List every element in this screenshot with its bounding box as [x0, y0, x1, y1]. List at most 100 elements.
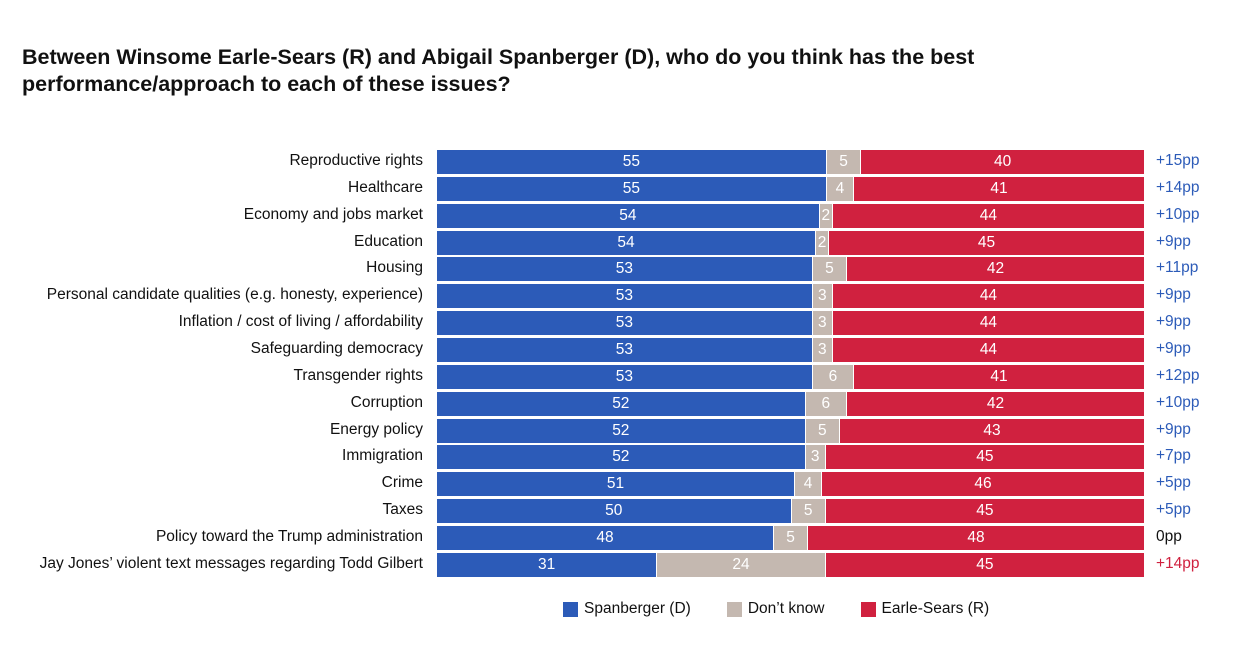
difference-label: +5pp	[1156, 474, 1191, 492]
bar-segment-earle-sears: 48	[808, 525, 1144, 550]
legend-item-dont-know: Don’t know	[726, 600, 825, 618]
chart-row: Reproductive rights 55 5 40 +15pp	[0, 150, 1260, 174]
legend-label: Spanberger (D)	[584, 600, 691, 617]
bar-segment-earle-sears: 43	[839, 418, 1144, 443]
bar-segment-dont-know: 6	[804, 391, 848, 416]
bar-segment-earle-sears: 44	[832, 284, 1144, 309]
stacked-bar: 31 24 45	[437, 552, 1144, 577]
stacked-bar: 53 6 41	[437, 364, 1144, 389]
legend-label: Don’t know	[747, 600, 825, 617]
difference-label: +11pp	[1156, 259, 1199, 277]
bar-segment-dont-know: 3	[811, 337, 833, 362]
difference-label: +9pp	[1156, 286, 1191, 304]
legend-swatch	[726, 601, 742, 617]
category-label: Housing	[366, 259, 423, 277]
bar-segment-dont-know: 3	[811, 284, 833, 309]
bar-segment-spanberger: 53	[437, 337, 812, 362]
category-label: Energy policy	[329, 420, 423, 438]
bar-segment-earle-sears: 41	[854, 176, 1144, 201]
legend: Spanberger (D) Don’t know Earle-Sears (R…	[563, 600, 989, 618]
difference-label: +5pp	[1156, 501, 1191, 519]
chart-row: Policy toward the Trump administration 48…	[0, 525, 1260, 550]
chart-row: Economy and jobs market 54 2 44 +10pp	[0, 203, 1260, 228]
bar-segment-dont-know: 5	[804, 418, 840, 443]
difference-label: +7pp	[1156, 447, 1191, 465]
bar-segment-earle-sears: 41	[854, 364, 1144, 389]
bar-segment-spanberger: 52	[437, 445, 805, 470]
bar-segment-dont-know: 6	[811, 364, 855, 389]
category-label: Personal candidate qualities (e.g. hones…	[46, 286, 423, 304]
bar-segment-earle-sears: 45	[825, 552, 1144, 577]
bar-segment-dont-know: 5	[790, 499, 826, 524]
bar-segment-spanberger: 31	[437, 552, 657, 577]
bar-segment-earle-sears: 44	[832, 203, 1144, 228]
difference-label: +12pp	[1156, 366, 1200, 384]
difference-label: +14pp	[1156, 554, 1200, 572]
stacked-bar: 53 5 42	[437, 257, 1144, 282]
category-label: Taxes	[382, 501, 424, 519]
bar-segment-dont-know: 3	[804, 445, 826, 470]
bar-segment-dont-know: 2	[818, 203, 833, 228]
chart-row: Corruption 52 6 42 +10pp	[0, 391, 1260, 416]
stacked-bar: 55 5 40	[437, 150, 1144, 174]
chart-row: Immigration 52 3 45 +7pp	[0, 445, 1260, 470]
stacked-bar: 52 3 45	[437, 445, 1144, 470]
bar-segment-dont-know: 5	[825, 150, 862, 174]
bar-segment-earle-sears: 44	[832, 337, 1144, 362]
stacked-bar: 50 5 45	[437, 499, 1144, 524]
stacked-bar: 53 3 44	[437, 337, 1144, 362]
category-label: Safeguarding democracy	[250, 339, 423, 357]
chart-row: Crime 51 4 46 +5pp	[0, 472, 1260, 497]
difference-label: +9pp	[1156, 313, 1191, 331]
category-label: Immigration	[342, 447, 423, 465]
bar-segment-earle-sears: 42	[847, 257, 1144, 282]
bar-segment-earle-sears: 45	[825, 445, 1144, 470]
category-label: Reproductive rights	[289, 152, 423, 169]
bar-segment-spanberger: 53	[437, 257, 812, 282]
category-label: Inflation / cost of living / affordabili…	[178, 313, 423, 331]
bar-segment-earle-sears: 46	[822, 472, 1144, 497]
difference-label: 0pp	[1156, 527, 1182, 545]
bar-segment-spanberger: 55	[437, 176, 826, 201]
category-label: Corruption	[350, 393, 423, 411]
chart-row: Housing 53 5 42 +11pp	[0, 257, 1260, 282]
stacked-bar: 54 2 45	[437, 230, 1144, 255]
chart-title: Between Winsome Earle-Sears (R) and Abig…	[22, 45, 975, 96]
legend-label: Earle-Sears (R)	[881, 600, 990, 617]
stacked-bar: 52 5 43	[437, 418, 1144, 443]
bar-segment-spanberger: 50	[437, 499, 791, 524]
bar-segment-dont-know: 2	[815, 230, 829, 255]
bar-segment-spanberger: 54	[437, 203, 819, 228]
chart-row: Healthcare 55 4 41 +14pp	[0, 176, 1260, 201]
difference-label: +10pp	[1156, 205, 1200, 223]
legend-item-spanberger: Spanberger (D)	[563, 600, 691, 618]
bar-segment-earle-sears: 45	[825, 499, 1144, 524]
chart-row: Taxes 50 5 45 +5pp	[0, 499, 1260, 524]
chart-row: Education 54 2 45 +9pp	[0, 230, 1260, 255]
difference-label: +15pp	[1156, 152, 1200, 169]
stacked-bar: 52 6 42	[437, 391, 1144, 416]
bar-segment-spanberger: 53	[437, 311, 812, 336]
bar-segment-spanberger: 48	[437, 525, 773, 550]
chart-row: Jay Jones’ violent text messages regardi…	[0, 552, 1260, 577]
bar-segment-spanberger: 54	[437, 230, 815, 255]
difference-label: +9pp	[1156, 420, 1191, 438]
bar-segment-dont-know: 4	[794, 472, 822, 497]
category-label: Economy and jobs market	[243, 205, 423, 223]
category-label: Healthcare	[348, 178, 423, 196]
chart-row: Transgender rights 53 6 41 +12pp	[0, 364, 1260, 389]
bar-segment-earle-sears: 40	[861, 150, 1144, 174]
category-label: Crime	[381, 474, 423, 492]
chart-row: Personal candidate qualities (e.g. hones…	[0, 284, 1260, 309]
category-label: Education	[354, 232, 423, 250]
difference-label: +10pp	[1156, 393, 1200, 411]
stacked-bar: 55 4 41	[437, 176, 1144, 201]
chart-row: Safeguarding democracy 53 3 44 +9pp	[0, 337, 1260, 362]
legend-item-earle-sears: Earle-Sears (R)	[860, 600, 990, 618]
bar-segment-dont-know: 24	[656, 552, 826, 577]
stacked-bar: 53 3 44	[437, 311, 1144, 336]
legend-swatch	[860, 601, 876, 617]
category-label: Transgender rights	[293, 366, 423, 384]
difference-label: +9pp	[1156, 339, 1191, 357]
